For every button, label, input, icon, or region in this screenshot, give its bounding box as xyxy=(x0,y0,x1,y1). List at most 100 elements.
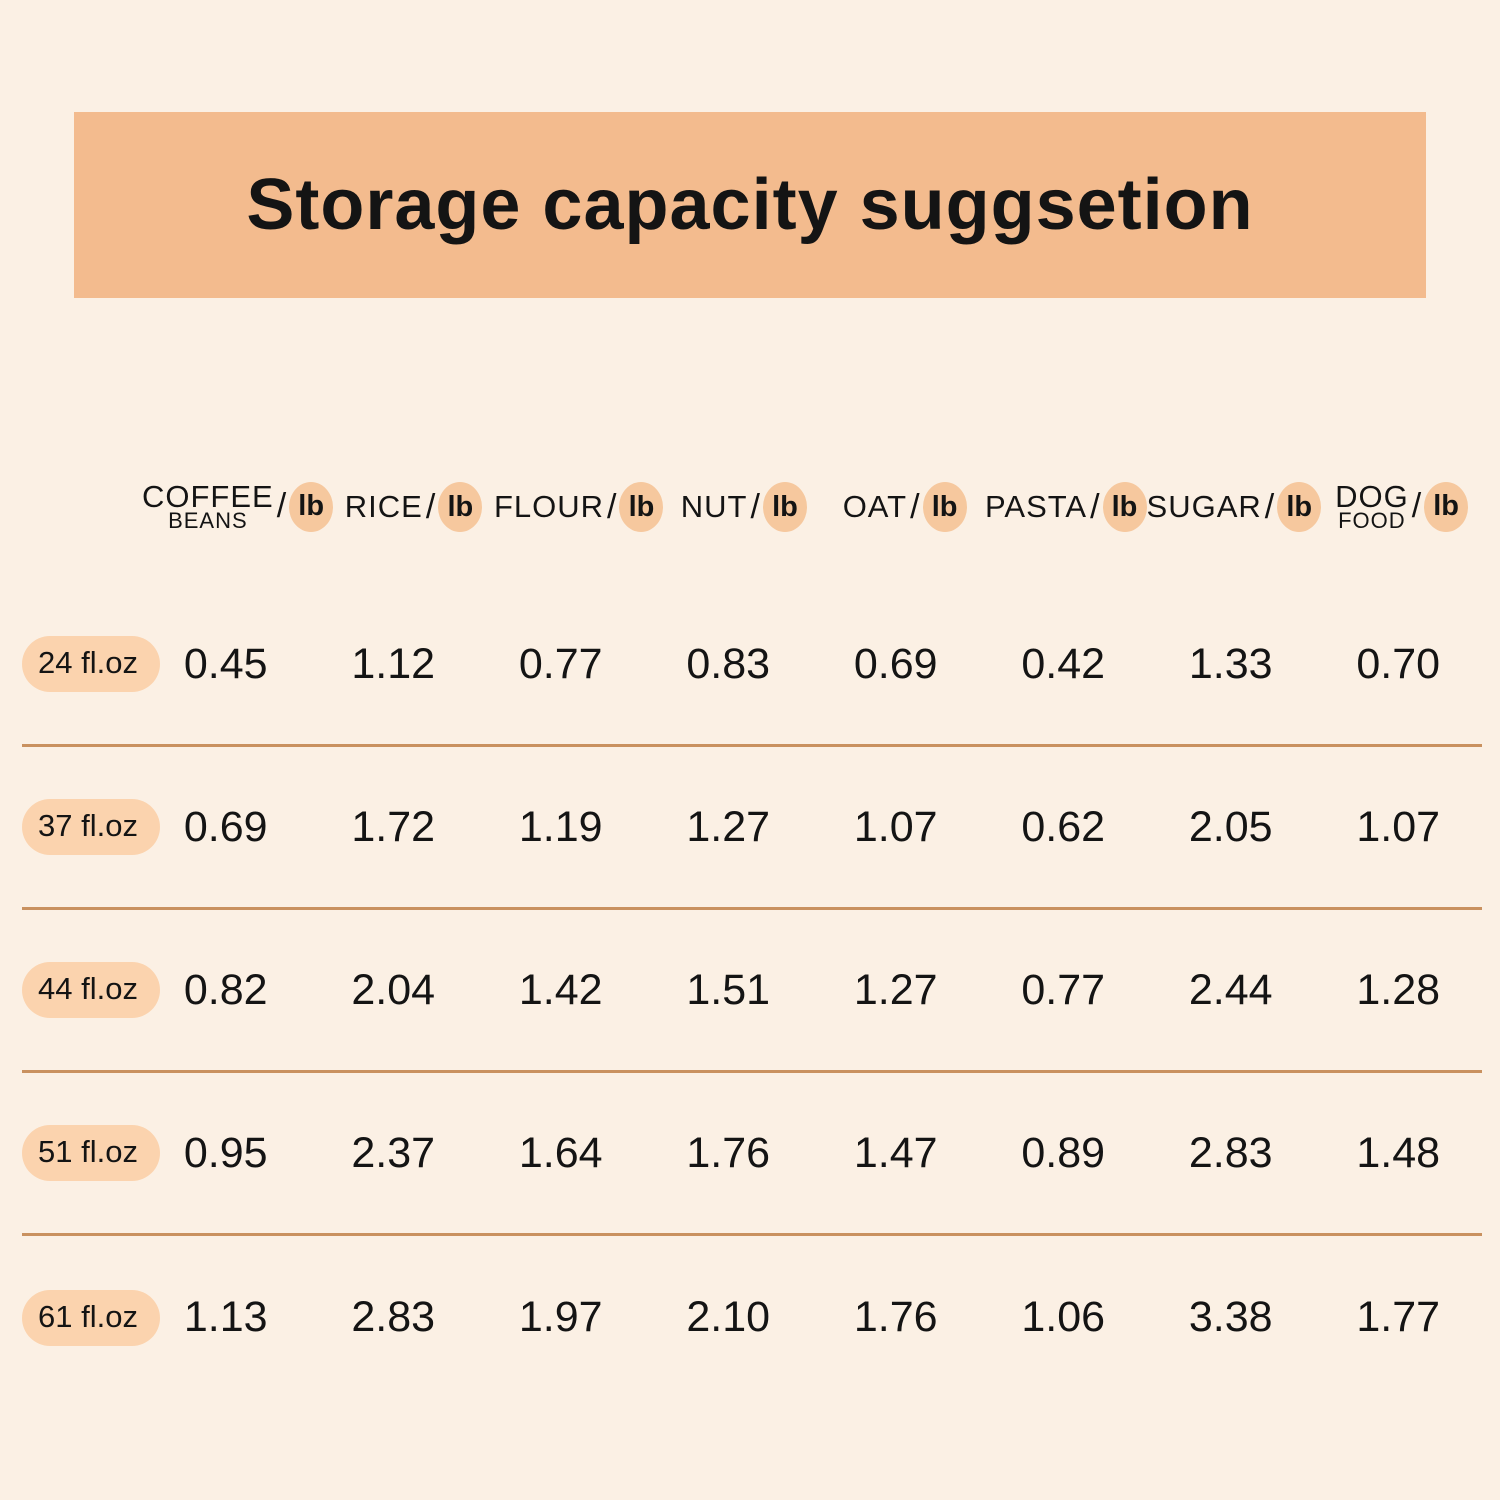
cell-value: 1.64 xyxy=(518,1128,603,1177)
cell-value: 0.89 xyxy=(1021,1128,1106,1177)
column-name-main: DOG xyxy=(1335,478,1409,514)
header-row: COFFEE BEANS / lb RICE / lb FLOUR / lb NUT / lb OAT / l… xyxy=(22,430,1482,584)
column-name-main: OAT xyxy=(842,489,908,525)
table-body: 24 fl.oz 0.45 1.12 0.77 0.83 0.69 0.42 1.33 0.70… xyxy=(22,584,1482,1399)
column-header-sugar: SUGAR / lb xyxy=(1147,482,1322,532)
table-row: 44 fl.oz 0.82 2.04 1.42 1.51 1.27 0.77 2.44 1.28 xyxy=(22,910,1482,1073)
cell-value: 0.77 xyxy=(1021,965,1106,1014)
column-name: DOG FOOD xyxy=(1335,478,1409,534)
cell-value: 1.47 xyxy=(853,1128,938,1177)
cell-value: 1.13 xyxy=(183,1293,268,1341)
row-label-cell: 51 fl.oz xyxy=(22,1125,160,1181)
slash-separator: / xyxy=(425,487,436,526)
row-label: 61 fl.oz xyxy=(22,1289,160,1346)
cell-value: 2.04 xyxy=(351,965,436,1014)
column-header-rice: RICE / lb xyxy=(333,482,494,532)
unit-badge: lb xyxy=(438,482,483,532)
cell-value: 3.38 xyxy=(1188,1293,1273,1341)
cell-value: 0.83 xyxy=(686,639,771,688)
row-label: 37 fl.oz xyxy=(22,799,160,855)
cell-value: 2.83 xyxy=(351,1293,436,1341)
slash-separator: / xyxy=(1264,487,1275,526)
unit-badge: lb xyxy=(1424,481,1469,532)
cell-value: 1.12 xyxy=(351,639,436,688)
column-header-coffee: COFFEE BEANS / lb xyxy=(142,478,334,534)
cell-value: 2.05 xyxy=(1188,802,1273,851)
column-name: NUT xyxy=(680,489,748,525)
row-label: 44 fl.oz xyxy=(22,962,160,1018)
cell-value: 1.27 xyxy=(686,802,771,851)
table-row: 61 fl.oz 1.13 2.83 1.97 2.10 1.76 1.06 3.38 1.77 xyxy=(22,1236,1482,1399)
column-header-pasta: PASTA / lb xyxy=(985,482,1147,532)
cell-value: 1.77 xyxy=(1356,1293,1441,1341)
column-name-sub: BEANS xyxy=(168,508,248,534)
column-name: PASTA xyxy=(985,489,1088,525)
cell-value: 0.82 xyxy=(183,965,268,1014)
row-label-cell: 44 fl.oz xyxy=(22,962,160,1018)
unit-badge: lb xyxy=(619,482,664,532)
cell-value: 1.28 xyxy=(1356,965,1441,1014)
column-name-main: NUT xyxy=(680,489,748,525)
row-label: 24 fl.oz xyxy=(22,636,160,692)
cell-value: 2.10 xyxy=(686,1293,771,1341)
cell-value: 1.76 xyxy=(853,1293,938,1341)
table-row: 37 fl.oz 0.69 1.72 1.19 1.27 1.07 0.62 2.05 1.07 xyxy=(22,747,1482,910)
slash-separator: / xyxy=(276,487,287,526)
slash-separator: / xyxy=(1411,487,1422,526)
slash-separator: / xyxy=(750,487,760,526)
cell-value: 2.37 xyxy=(351,1128,436,1177)
unit-badge: lb xyxy=(289,481,334,532)
row-label-cell: 24 fl.oz xyxy=(22,636,160,692)
cell-value: 1.42 xyxy=(518,965,603,1014)
cell-value: 2.44 xyxy=(1188,965,1273,1014)
cell-value: 1.19 xyxy=(518,802,603,851)
cell-value: 1.33 xyxy=(1188,639,1273,688)
column-name: COFFEE BEANS xyxy=(142,478,274,534)
slash-separator: / xyxy=(1090,487,1100,526)
column-name: FLOUR xyxy=(493,489,605,525)
title-banner: Storage capacity suggsetion xyxy=(74,112,1426,298)
cell-value: 0.95 xyxy=(183,1128,268,1177)
cell-value: 2.83 xyxy=(1188,1128,1273,1177)
column-header-flour: FLOUR / lb xyxy=(494,482,664,532)
unit-badge: lb xyxy=(762,482,807,532)
column-name-sub: FOOD xyxy=(1338,508,1406,534)
cell-value: 0.69 xyxy=(853,639,938,688)
column-name-main: COFFEE xyxy=(142,478,274,514)
table-row: 24 fl.oz 0.45 1.12 0.77 0.83 0.69 0.42 1.33 0.70 xyxy=(22,584,1482,747)
cell-value: 1.27 xyxy=(853,965,938,1014)
column-name-main: PASTA xyxy=(985,489,1088,525)
cell-value: 0.77 xyxy=(518,639,603,688)
column-name-main: RICE xyxy=(344,489,423,525)
column-name-main: FLOUR xyxy=(493,489,605,525)
cell-value: 0.45 xyxy=(183,639,268,688)
row-label: 51 fl.oz xyxy=(22,1125,160,1181)
column-name: OAT xyxy=(842,489,908,525)
column-header-dog: DOG FOOD / lb xyxy=(1321,478,1482,534)
column-header-oat: OAT / lb xyxy=(824,482,985,532)
unit-badge: lb xyxy=(1277,482,1322,532)
cell-value: 0.69 xyxy=(183,802,268,851)
cell-value: 1.07 xyxy=(1356,802,1441,851)
unit-badge: lb xyxy=(1102,482,1147,532)
capacity-table: COFFEE BEANS / lb RICE / lb FLOUR / lb NUT / lb OAT / l… xyxy=(22,430,1482,1399)
slash-separator: / xyxy=(910,487,920,526)
page-title: Storage capacity suggsetion xyxy=(246,165,1254,245)
slash-separator: / xyxy=(607,487,617,526)
column-name: RICE xyxy=(344,489,423,525)
cell-value: 1.72 xyxy=(351,802,436,851)
cell-value: 0.62 xyxy=(1021,802,1106,851)
table-row: 51 fl.oz 0.95 2.37 1.64 1.76 1.47 0.89 2.83 1.48 xyxy=(22,1073,1482,1236)
cell-value: 1.48 xyxy=(1356,1128,1441,1177)
row-label-cell: 37 fl.oz xyxy=(22,799,160,855)
column-header-nut: NUT / lb xyxy=(663,482,824,532)
cell-value: 1.76 xyxy=(686,1128,771,1177)
cell-value: 1.51 xyxy=(686,965,771,1014)
unit-badge: lb xyxy=(922,482,967,532)
row-label-cell: 61 fl.oz xyxy=(22,1289,160,1346)
cell-value: 0.42 xyxy=(1021,639,1106,688)
cell-value: 0.70 xyxy=(1356,639,1441,688)
cell-value: 1.06 xyxy=(1021,1293,1106,1341)
column-name-main: SUGAR xyxy=(1146,489,1262,525)
